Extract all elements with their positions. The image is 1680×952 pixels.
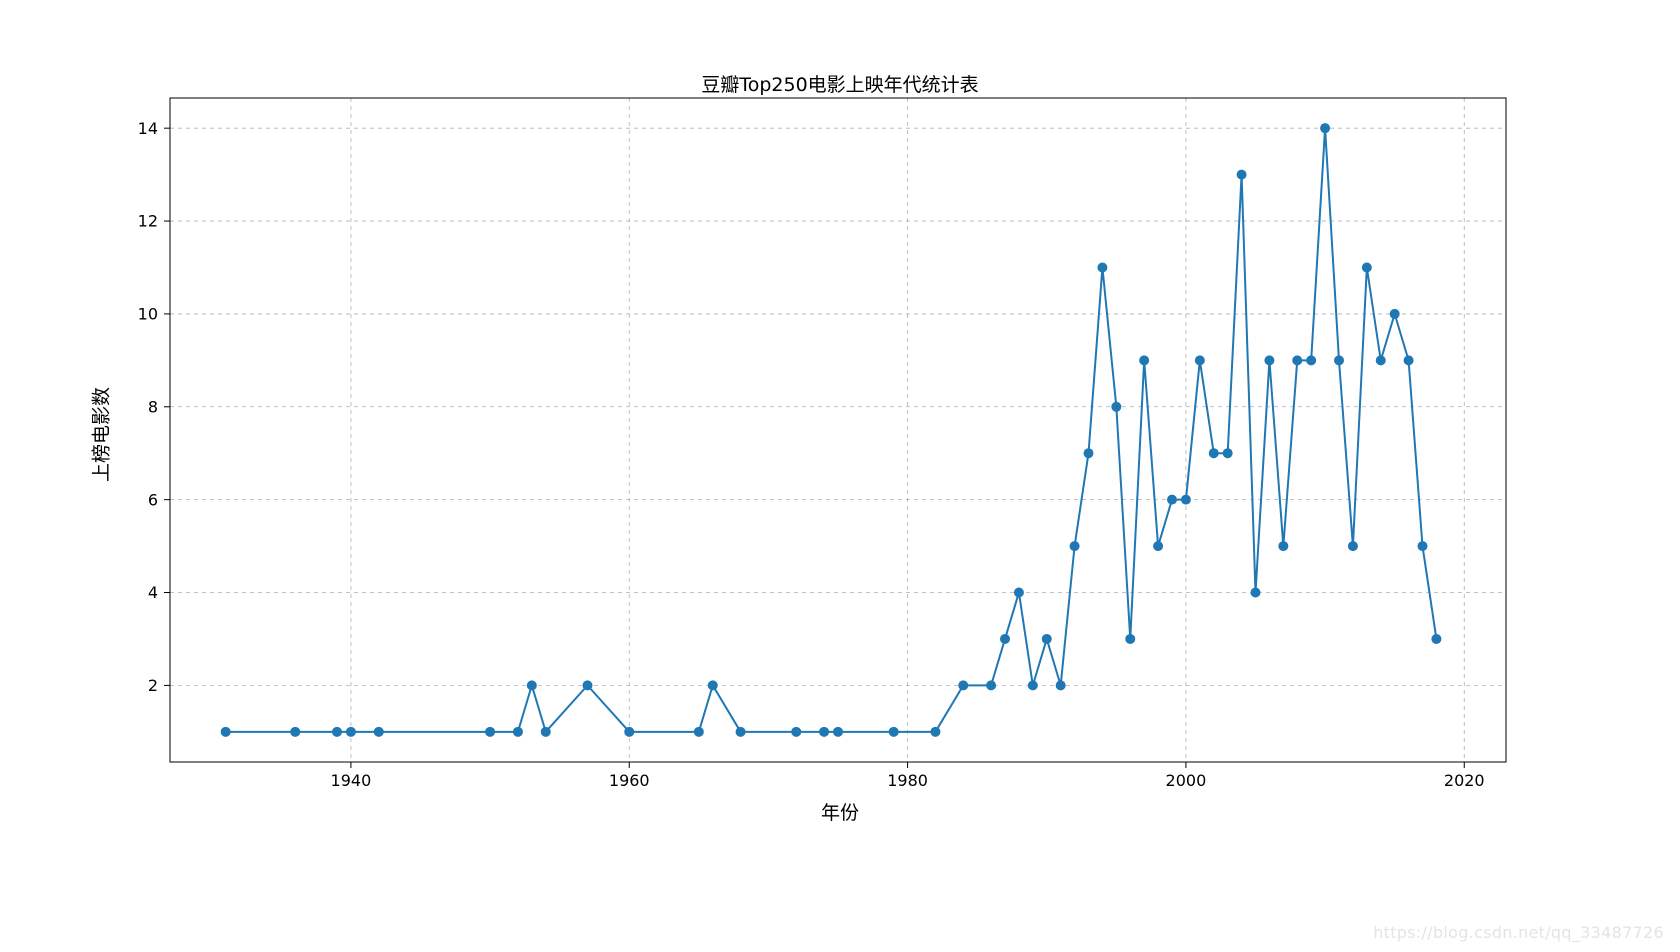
data-marker — [485, 727, 495, 737]
x-tick-label: 1940 — [331, 771, 372, 790]
data-marker — [527, 680, 537, 690]
data-marker — [1139, 355, 1149, 365]
y-tick-label: 8 — [148, 397, 158, 416]
data-marker — [889, 727, 899, 737]
data-marker — [694, 727, 704, 737]
data-marker — [708, 680, 718, 690]
y-tick-label: 6 — [148, 490, 158, 509]
data-marker — [1056, 680, 1066, 690]
data-marker — [736, 727, 746, 737]
data-marker — [1153, 541, 1163, 551]
data-marker — [332, 727, 342, 737]
data-marker — [1000, 634, 1010, 644]
x-tick-label: 1960 — [609, 771, 650, 790]
x-tick-label: 1980 — [887, 771, 928, 790]
y-tick-label: 14 — [138, 119, 158, 138]
data-marker — [1014, 588, 1024, 598]
data-marker — [1376, 355, 1386, 365]
y-tick-label: 10 — [138, 305, 158, 324]
data-marker — [541, 727, 551, 737]
data-marker — [1306, 355, 1316, 365]
x-tick-label: 2020 — [1444, 771, 1485, 790]
data-marker — [1167, 495, 1177, 505]
data-marker — [1292, 355, 1302, 365]
data-marker — [1348, 541, 1358, 551]
data-marker — [1084, 448, 1094, 458]
data-marker — [1223, 448, 1233, 458]
data-marker — [1070, 541, 1080, 551]
data-marker — [1181, 495, 1191, 505]
data-marker — [1251, 588, 1261, 598]
data-marker — [1195, 355, 1205, 365]
y-tick-label: 2 — [148, 676, 158, 695]
data-marker — [1125, 634, 1135, 644]
y-axis-label: 上榜电影数 — [87, 374, 114, 494]
data-marker — [374, 727, 384, 737]
data-marker — [791, 727, 801, 737]
y-tick-label: 4 — [148, 583, 158, 602]
data-marker — [1418, 541, 1428, 551]
data-marker — [290, 727, 300, 737]
data-marker — [1097, 262, 1107, 272]
data-marker — [513, 727, 523, 737]
chart-container: 豆瓣Top250电影上映年代统计表 1940196019802000202024… — [0, 0, 1680, 952]
data-marker — [1278, 541, 1288, 551]
data-marker — [1390, 309, 1400, 319]
data-marker — [624, 727, 634, 737]
data-marker — [346, 727, 356, 737]
data-marker — [1320, 123, 1330, 133]
data-marker — [1028, 680, 1038, 690]
x-tick-label: 2000 — [1166, 771, 1207, 790]
data-marker — [1042, 634, 1052, 644]
data-marker — [221, 727, 231, 737]
data-marker — [819, 727, 829, 737]
data-marker — [583, 680, 593, 690]
data-marker — [958, 680, 968, 690]
data-marker — [1334, 355, 1344, 365]
data-marker — [930, 727, 940, 737]
watermark: https://blog.csdn.net/qq_33487726 — [1373, 923, 1664, 942]
y-tick-label: 12 — [138, 212, 158, 231]
data-marker — [1362, 262, 1372, 272]
data-marker — [986, 680, 996, 690]
data-marker — [1209, 448, 1219, 458]
data-marker — [1431, 634, 1441, 644]
x-axis-label: 年份 — [0, 798, 1680, 825]
data-marker — [1404, 355, 1414, 365]
data-marker — [1111, 402, 1121, 412]
data-marker — [1237, 170, 1247, 180]
data-marker — [1264, 355, 1274, 365]
data-marker — [833, 727, 843, 737]
